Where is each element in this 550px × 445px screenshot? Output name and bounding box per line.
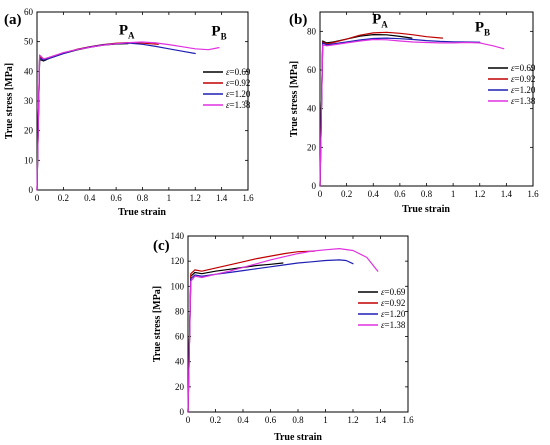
legend-entry: ε=1.38	[226, 100, 251, 110]
x-tick-label: 1.2	[474, 189, 485, 199]
annotation-label: PA	[119, 22, 135, 40]
x-tick-label: 1.6	[527, 189, 539, 199]
x-tick-label: 1.4	[216, 193, 228, 203]
x-tick-label: 0.6	[265, 415, 277, 425]
y-tick-label: 40	[307, 104, 317, 114]
y-tick-label: 50	[24, 37, 34, 47]
panel-label: (c)	[153, 238, 170, 254]
x-tick-label: 0.8	[421, 189, 433, 199]
x-tick-label: 0.4	[84, 193, 96, 203]
x-tick-label: 0.6	[111, 193, 123, 203]
series-line-2	[36, 42, 196, 191]
y-axis-label: True stress [MPa]	[152, 286, 163, 362]
legend-entry: ε=0.92	[381, 298, 405, 308]
series-line-0	[36, 43, 129, 191]
annotation-label: PA	[372, 12, 388, 30]
y-axis-label: True stress [MPa]	[289, 61, 300, 137]
x-tick-label: 0.2	[210, 415, 221, 425]
y-tick-label: 60	[24, 7, 34, 17]
x-tick-label: 0	[186, 415, 191, 425]
series-line-1	[36, 41, 159, 191]
x-tick-label: 0	[318, 189, 323, 199]
x-tick-label: 0.4	[368, 189, 380, 199]
series-line-2	[319, 37, 481, 187]
legend-entry: ε=1.20	[226, 89, 251, 99]
x-axis-label: True strain	[274, 432, 322, 443]
legend-entry: ε=1.38	[381, 320, 406, 330]
y-tick-label: 0	[29, 185, 34, 195]
x-tick-label: 1.6	[242, 193, 254, 203]
legend-entry: ε=0.69	[381, 287, 406, 297]
x-tick-label: 1	[451, 189, 456, 199]
panel-a: 0 0.2 0.4 0.6 0.8 1 1.2 1.4 1.6 0 10 20 30 40 50 60 True…	[4, 7, 254, 218]
y-tick-label: 60	[175, 332, 185, 342]
y-tick-label: 20	[175, 382, 185, 392]
x-tick-label: 1.2	[347, 415, 358, 425]
panel-b: 0 0.2 0.4 0.6 0.8 1 1.2 1.4 1.6 0 20 40 60 80 True str…	[289, 11, 539, 215]
y-tick-label: 0	[180, 407, 185, 417]
x-tick-label: 0.2	[341, 189, 352, 199]
legend-entry: ε=0.92	[511, 74, 535, 84]
x-tick-label: 0.8	[137, 193, 149, 203]
series-line-2	[187, 259, 354, 413]
series-line-3	[187, 248, 379, 413]
y-tick-label: 20	[24, 126, 34, 136]
y-tick-label: 30	[24, 96, 34, 106]
y-tick-label: 80	[175, 306, 185, 316]
x-tick-label: 1.2	[190, 193, 201, 203]
legend-entry: ε=0.92	[226, 78, 250, 88]
panel-label: (b)	[289, 12, 307, 28]
y-tick-label: 120	[171, 256, 185, 266]
y-tick-label: 20	[307, 142, 317, 152]
x-tick-label: 0	[35, 193, 40, 203]
y-tick-label: 10	[24, 155, 34, 165]
y-tick-label: 100	[171, 281, 185, 291]
series-line-3	[319, 38, 505, 187]
annotation-label: PB	[211, 24, 226, 42]
y-tick-label: 40	[175, 357, 185, 367]
x-axis-label: True strain	[402, 204, 450, 215]
x-tick-label: 0.2	[58, 193, 69, 203]
x-tick-label: 0.8	[292, 415, 304, 425]
legend-entry: ε=0.69	[226, 67, 251, 77]
y-tick-label: 80	[307, 26, 317, 36]
legend-entry: ε=1.20	[381, 309, 406, 319]
x-tick-label: 1	[323, 415, 328, 425]
y-tick-label: 60	[307, 65, 317, 75]
x-tick-label: 0.6	[394, 189, 406, 199]
series-line-0	[187, 262, 284, 413]
x-tick-label: 1	[167, 193, 172, 203]
x-tick-label: 1.4	[375, 415, 387, 425]
y-tick-label: 40	[24, 66, 34, 76]
series-line-3	[36, 41, 220, 191]
y-axis-label: True stress [MPa]	[4, 63, 15, 139]
legend-entry: ε=1.20	[511, 85, 536, 95]
legend-entry: ε=1.38	[511, 96, 536, 106]
panel-label: (a)	[4, 12, 22, 28]
y-tick-label: 0	[312, 181, 317, 191]
series-line-1	[187, 250, 316, 413]
x-tick-label: 1.6	[402, 415, 414, 425]
panel-c: 0 0.2 0.4 0.6 0.8 1 1.2 1.4 1.6 0 20 40 60 80 100 120 14…	[152, 231, 414, 443]
series-line-1	[319, 31, 444, 187]
annotation-label: PB	[475, 19, 490, 37]
legend-entry: ε=0.69	[511, 63, 536, 73]
x-tick-label: 1.4	[501, 189, 513, 199]
y-tick-label: 140	[171, 231, 185, 241]
x-tick-label: 0.4	[237, 415, 249, 425]
x-axis-label: True strain	[118, 207, 166, 218]
series-line-0	[319, 33, 413, 187]
